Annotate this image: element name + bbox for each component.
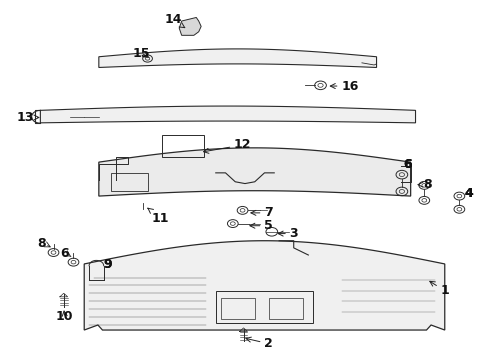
Polygon shape [40, 106, 416, 123]
Text: 14: 14 [164, 13, 185, 28]
Text: 6: 6 [60, 247, 69, 260]
Text: 13: 13 [16, 111, 39, 124]
Text: 16: 16 [330, 80, 359, 93]
Text: 9: 9 [103, 258, 112, 271]
Text: 1: 1 [430, 282, 449, 297]
Text: 6: 6 [403, 158, 412, 171]
Polygon shape [99, 49, 376, 67]
Text: 6: 6 [403, 158, 412, 171]
Text: 6: 6 [403, 158, 412, 171]
Text: 4: 4 [465, 187, 473, 200]
Bar [162, 135, 203, 157]
Text: 8: 8 [38, 237, 46, 250]
Text: 5: 5 [250, 219, 273, 232]
Bar [270, 298, 303, 319]
Text: 7: 7 [251, 206, 273, 219]
Text: 8: 8 [418, 178, 432, 191]
Text: 4: 4 [465, 187, 473, 200]
Polygon shape [179, 18, 201, 35]
Bar [220, 298, 255, 319]
Polygon shape [99, 148, 411, 196]
Polygon shape [84, 241, 445, 330]
Text: 4: 4 [465, 187, 473, 200]
Text: 2: 2 [246, 337, 273, 350]
Text: 9: 9 [103, 258, 112, 271]
Text: 10: 10 [56, 310, 74, 323]
Text: 15: 15 [133, 47, 150, 60]
Text: 11: 11 [148, 208, 170, 225]
Bar [216, 291, 313, 323]
Text: 12: 12 [203, 139, 251, 153]
Bar [111, 173, 147, 191]
Text: 3: 3 [278, 227, 298, 240]
